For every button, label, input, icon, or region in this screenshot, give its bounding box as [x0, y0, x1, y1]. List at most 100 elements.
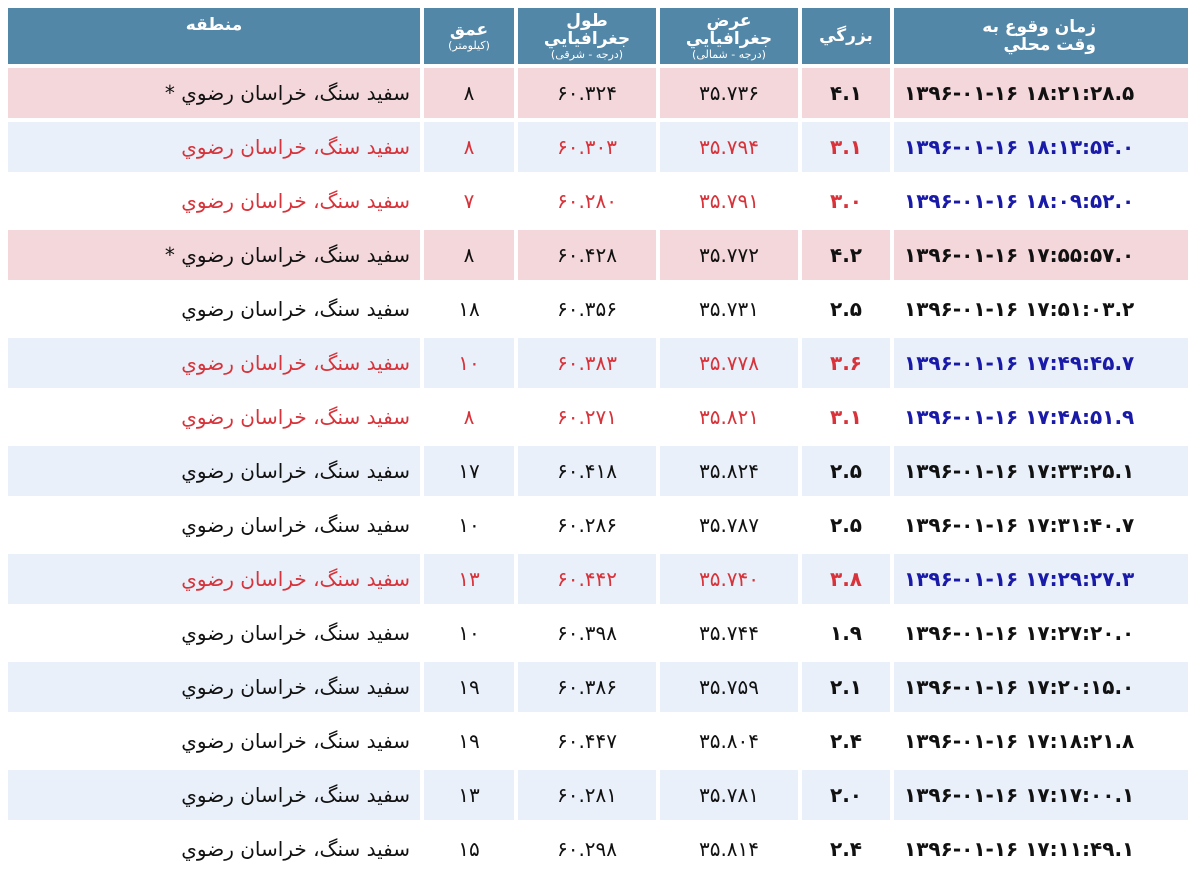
cell-magnitude: ۲.۰ — [802, 770, 890, 820]
cell-longitude: ۶۰.۲۸۰ — [556, 189, 618, 213]
cell-region: سفيد سنگ، خراسان رضوي — [8, 770, 420, 820]
cell-longitude: ۶۰.۴۴۷ — [556, 729, 618, 753]
cell-magnitude: ۲.۱ — [802, 662, 890, 712]
header-depth-label: عمق — [449, 19, 489, 40]
cell-depth: ۱۸ — [458, 297, 480, 321]
cell-region: سفيد سنگ، خراسان رضوي — [8, 122, 420, 172]
cell-time: ۱۳۹۶-۰۱-۱۶ ۱۷:۳۳:۲۵.۱ — [894, 446, 1188, 496]
cell-magnitude: ۳.۰ — [829, 189, 862, 213]
header-latitude-unit: (درجه - شمالی) — [692, 47, 766, 61]
header-depth-unit: (کیلومتر) — [448, 38, 490, 52]
cell-region: سفيد سنگ، خراسان رضوي — [181, 297, 410, 321]
cell-depth: ۱۳ — [424, 554, 514, 604]
cell-magnitude: ۲.۵ — [829, 297, 862, 321]
cell-latitude: ۳۵.۷۳۱ — [698, 297, 760, 321]
table-row: سفيد سنگ، خراسان رضوي ۱۹ ۶۰.۳۸۶ ۳۵.۷۵۹ ۲.۱ ۱۳… — [8, 662, 1188, 712]
header-time: زمان وقوع به وقت محلي — [894, 8, 1188, 64]
cell-magnitude: ۲.۵ — [829, 513, 862, 537]
cell-depth: ۷ — [463, 189, 475, 213]
cell-time: ۱۳۹۶-۰۱-۱۶ ۱۷:۱۷:۰۰.۱ — [894, 770, 1188, 820]
cell-depth: ۱۵ — [458, 837, 480, 861]
cell-magnitude: ۴.۲ — [802, 230, 890, 280]
cell-time: ۱۳۹۶-۰۱-۱۶ ۱۸:۰۹:۵۲.۰ — [904, 189, 1135, 213]
cell-time: ۱۳۹۶-۰۱-۱۶ ۱۷:۴۹:۴۵.۷ — [894, 338, 1188, 388]
table-row: سفيد سنگ، خراسان رضوي ۸ ۶۰.۳۰۳ ۳۵.۷۹۴ ۳.۱ ۱۳۹… — [8, 122, 1188, 172]
header-latitude-label: عرض جغرافيايي — [685, 10, 773, 49]
cell-time: ۱۳۹۶-۰۱-۱۶ ۱۷:۲۷:۲۰.۰ — [904, 621, 1135, 645]
cell-time: ۱۳۹۶-۰۱-۱۶ ۱۷:۲۰:۱۵.۰ — [894, 662, 1188, 712]
cell-depth: ۸ — [424, 68, 514, 118]
cell-longitude: ۶۰.۳۸۶ — [518, 662, 656, 712]
cell-longitude: ۶۰.۳۸۳ — [518, 338, 656, 388]
table-row: سفيد سنگ، خراسان رضوي * ۸ ۶۰.۳۲۴ ۳۵.۷۳۶ ۴.۱ ۱… — [8, 68, 1188, 118]
table-row: سفيد سنگ، خراسان رضوي ۱۳ ۶۰.۲۸۱ ۳۵.۷۸۱ ۲.۰ ۱۳… — [8, 770, 1188, 820]
cell-region: سفيد سنگ، خراسان رضوي — [8, 338, 420, 388]
cell-region: سفيد سنگ، خراسان رضوي — [181, 729, 410, 753]
cell-region: سفيد سنگ، خراسان رضوي * — [8, 68, 420, 118]
cell-longitude: ۶۰.۲۸۶ — [556, 513, 618, 537]
cell-magnitude: ۲.۴ — [829, 837, 862, 861]
cell-depth: ۸ — [424, 122, 514, 172]
table-row: سفيد سنگ، خراسان رضوي * ۸ ۶۰.۴۲۸ ۳۵.۷۷۲ ۴.۲ ۱… — [8, 230, 1188, 280]
cell-region: سفيد سنگ، خراسان رضوي — [8, 662, 420, 712]
cell-depth: ۱۰ — [458, 621, 480, 645]
cell-latitude: ۳۵.۷۷۲ — [660, 230, 798, 280]
header-latitude: عرض جغرافيايي (درجه - شمالی) — [660, 8, 798, 64]
cell-time: ۱۳۹۶-۰۱-۱۶ ۱۸:۱۳:۵۴.۰ — [894, 122, 1188, 172]
table-row: سفيد سنگ، خراسان رضوي ۱۳ ۶۰.۴۴۲ ۳۵.۷۴۰ ۳.۸ ۱۳… — [8, 554, 1188, 604]
cell-magnitude: ۳.۶ — [802, 338, 890, 388]
cell-time: ۱۳۹۶-۰۱-۱۶ ۱۷:۴۸:۵۱.۹ — [904, 405, 1135, 429]
header-longitude-label: طول جغرافيايي — [543, 10, 631, 49]
table-row: سفيد سنگ، خراسان رضوي ۱۵ ۶۰.۲۹۸ ۳۵.۸۱۴ ۲.۴ ۱۳… — [8, 824, 1188, 874]
table-row: سفيد سنگ، خراسان رضوي ۱۰ ۶۰.۲۸۶ ۳۵.۷۸۷ ۲.۵ ۱۳… — [8, 500, 1188, 550]
table-row: سفيد سنگ، خراسان رضوي ۱۹ ۶۰.۴۴۷ ۳۵.۸۰۴ ۲.۴ ۱۳… — [8, 716, 1188, 766]
cell-latitude: ۳۵.۸۰۴ — [698, 729, 760, 753]
cell-longitude: ۶۰.۳۵۶ — [556, 297, 618, 321]
cell-longitude: ۶۰.۴۲۸ — [518, 230, 656, 280]
table-row: سفيد سنگ، خراسان رضوي ۱۸ ۶۰.۳۵۶ ۳۵.۷۳۱ ۲.۵ ۱۳… — [8, 284, 1188, 334]
cell-magnitude: ۲.۵ — [802, 446, 890, 496]
cell-latitude: ۳۵.۷۵۹ — [660, 662, 798, 712]
cell-magnitude: ۳.۸ — [802, 554, 890, 604]
cell-magnitude: ۳.۱ — [829, 405, 862, 429]
cell-region: سفيد سنگ، خراسان رضوي — [181, 513, 410, 537]
cell-latitude: ۳۵.۷۸۱ — [660, 770, 798, 820]
cell-depth: ۸ — [424, 230, 514, 280]
cell-region: سفيد سنگ، خراسان رضوي — [8, 446, 420, 496]
cell-time: ۱۳۹۶-۰۱-۱۶ ۱۸:۲۱:۲۸.۵ — [894, 68, 1188, 118]
cell-depth: ۱۹ — [458, 729, 480, 753]
table-row: سفيد سنگ، خراسان رضوي ۱۷ ۶۰.۴۱۸ ۳۵.۸۲۴ ۲.۵ ۱۳… — [8, 446, 1188, 496]
header-time-sub: وقت محلي — [1003, 35, 1096, 55]
cell-latitude: ۳۵.۷۴۴ — [698, 621, 760, 645]
cell-latitude: ۳۵.۷۷۸ — [660, 338, 798, 388]
cell-magnitude: ۱.۹ — [829, 621, 862, 645]
cell-longitude: ۶۰.۳۰۳ — [518, 122, 656, 172]
cell-region: سفيد سنگ، خراسان رضوي — [8, 554, 420, 604]
earthquake-table: منطقه عمق (کیلومتر) طول جغرافيايي (درجه … — [4, 4, 1192, 878]
cell-region: سفيد سنگ، خراسان رضوي * — [8, 230, 420, 280]
header-magnitude: بزرگي — [802, 8, 890, 64]
table-row: سفيد سنگ، خراسان رضوي ۸ ۶۰.۲۷۱ ۳۵.۸۲۱ ۳.۱ ۱۳۹… — [8, 392, 1188, 442]
cell-depth: ۸ — [463, 405, 475, 429]
cell-longitude: ۶۰.۳۲۴ — [518, 68, 656, 118]
cell-time: ۱۳۹۶-۰۱-۱۶ ۱۷:۳۱:۴۰.۷ — [904, 513, 1135, 537]
header-row: منطقه عمق (کیلومتر) طول جغرافيايي (درجه … — [8, 8, 1188, 64]
table-row: سفيد سنگ، خراسان رضوي ۱۰ ۶۰.۳۸۳ ۳۵.۷۷۸ ۳.۶ ۱۳… — [8, 338, 1188, 388]
cell-region: سفيد سنگ، خراسان رضوي — [181, 405, 410, 429]
cell-depth: ۱۰ — [424, 338, 514, 388]
cell-latitude: ۳۵.۷۸۷ — [698, 513, 760, 537]
cell-depth: ۱۳ — [424, 770, 514, 820]
cell-time: ۱۳۹۶-۰۱-۱۶ ۱۷:۵۵:۵۷.۰ — [894, 230, 1188, 280]
cell-latitude: ۳۵.۸۱۴ — [698, 837, 760, 861]
cell-latitude: ۳۵.۸۲۴ — [660, 446, 798, 496]
cell-longitude: ۶۰.۲۸۱ — [518, 770, 656, 820]
header-region: منطقه — [8, 8, 420, 64]
cell-region: سفيد سنگ، خراسان رضوي — [181, 189, 410, 213]
cell-latitude: ۳۵.۷۹۴ — [660, 122, 798, 172]
cell-longitude: ۶۰.۴۱۸ — [518, 446, 656, 496]
cell-time: ۱۳۹۶-۰۱-۱۶ ۱۷:۱۸:۲۱.۸ — [904, 729, 1135, 753]
header-depth: عمق (کیلومتر) — [424, 8, 514, 64]
table-body: سفيد سنگ، خراسان رضوي * ۸ ۶۰.۳۲۴ ۳۵.۷۳۶ ۴.۱ ۱… — [8, 68, 1188, 874]
cell-depth: ۱۰ — [458, 513, 480, 537]
table-row: سفيد سنگ، خراسان رضوي ۷ ۶۰.۲۸۰ ۳۵.۷۹۱ ۳.۰ ۱۳۹… — [8, 176, 1188, 226]
